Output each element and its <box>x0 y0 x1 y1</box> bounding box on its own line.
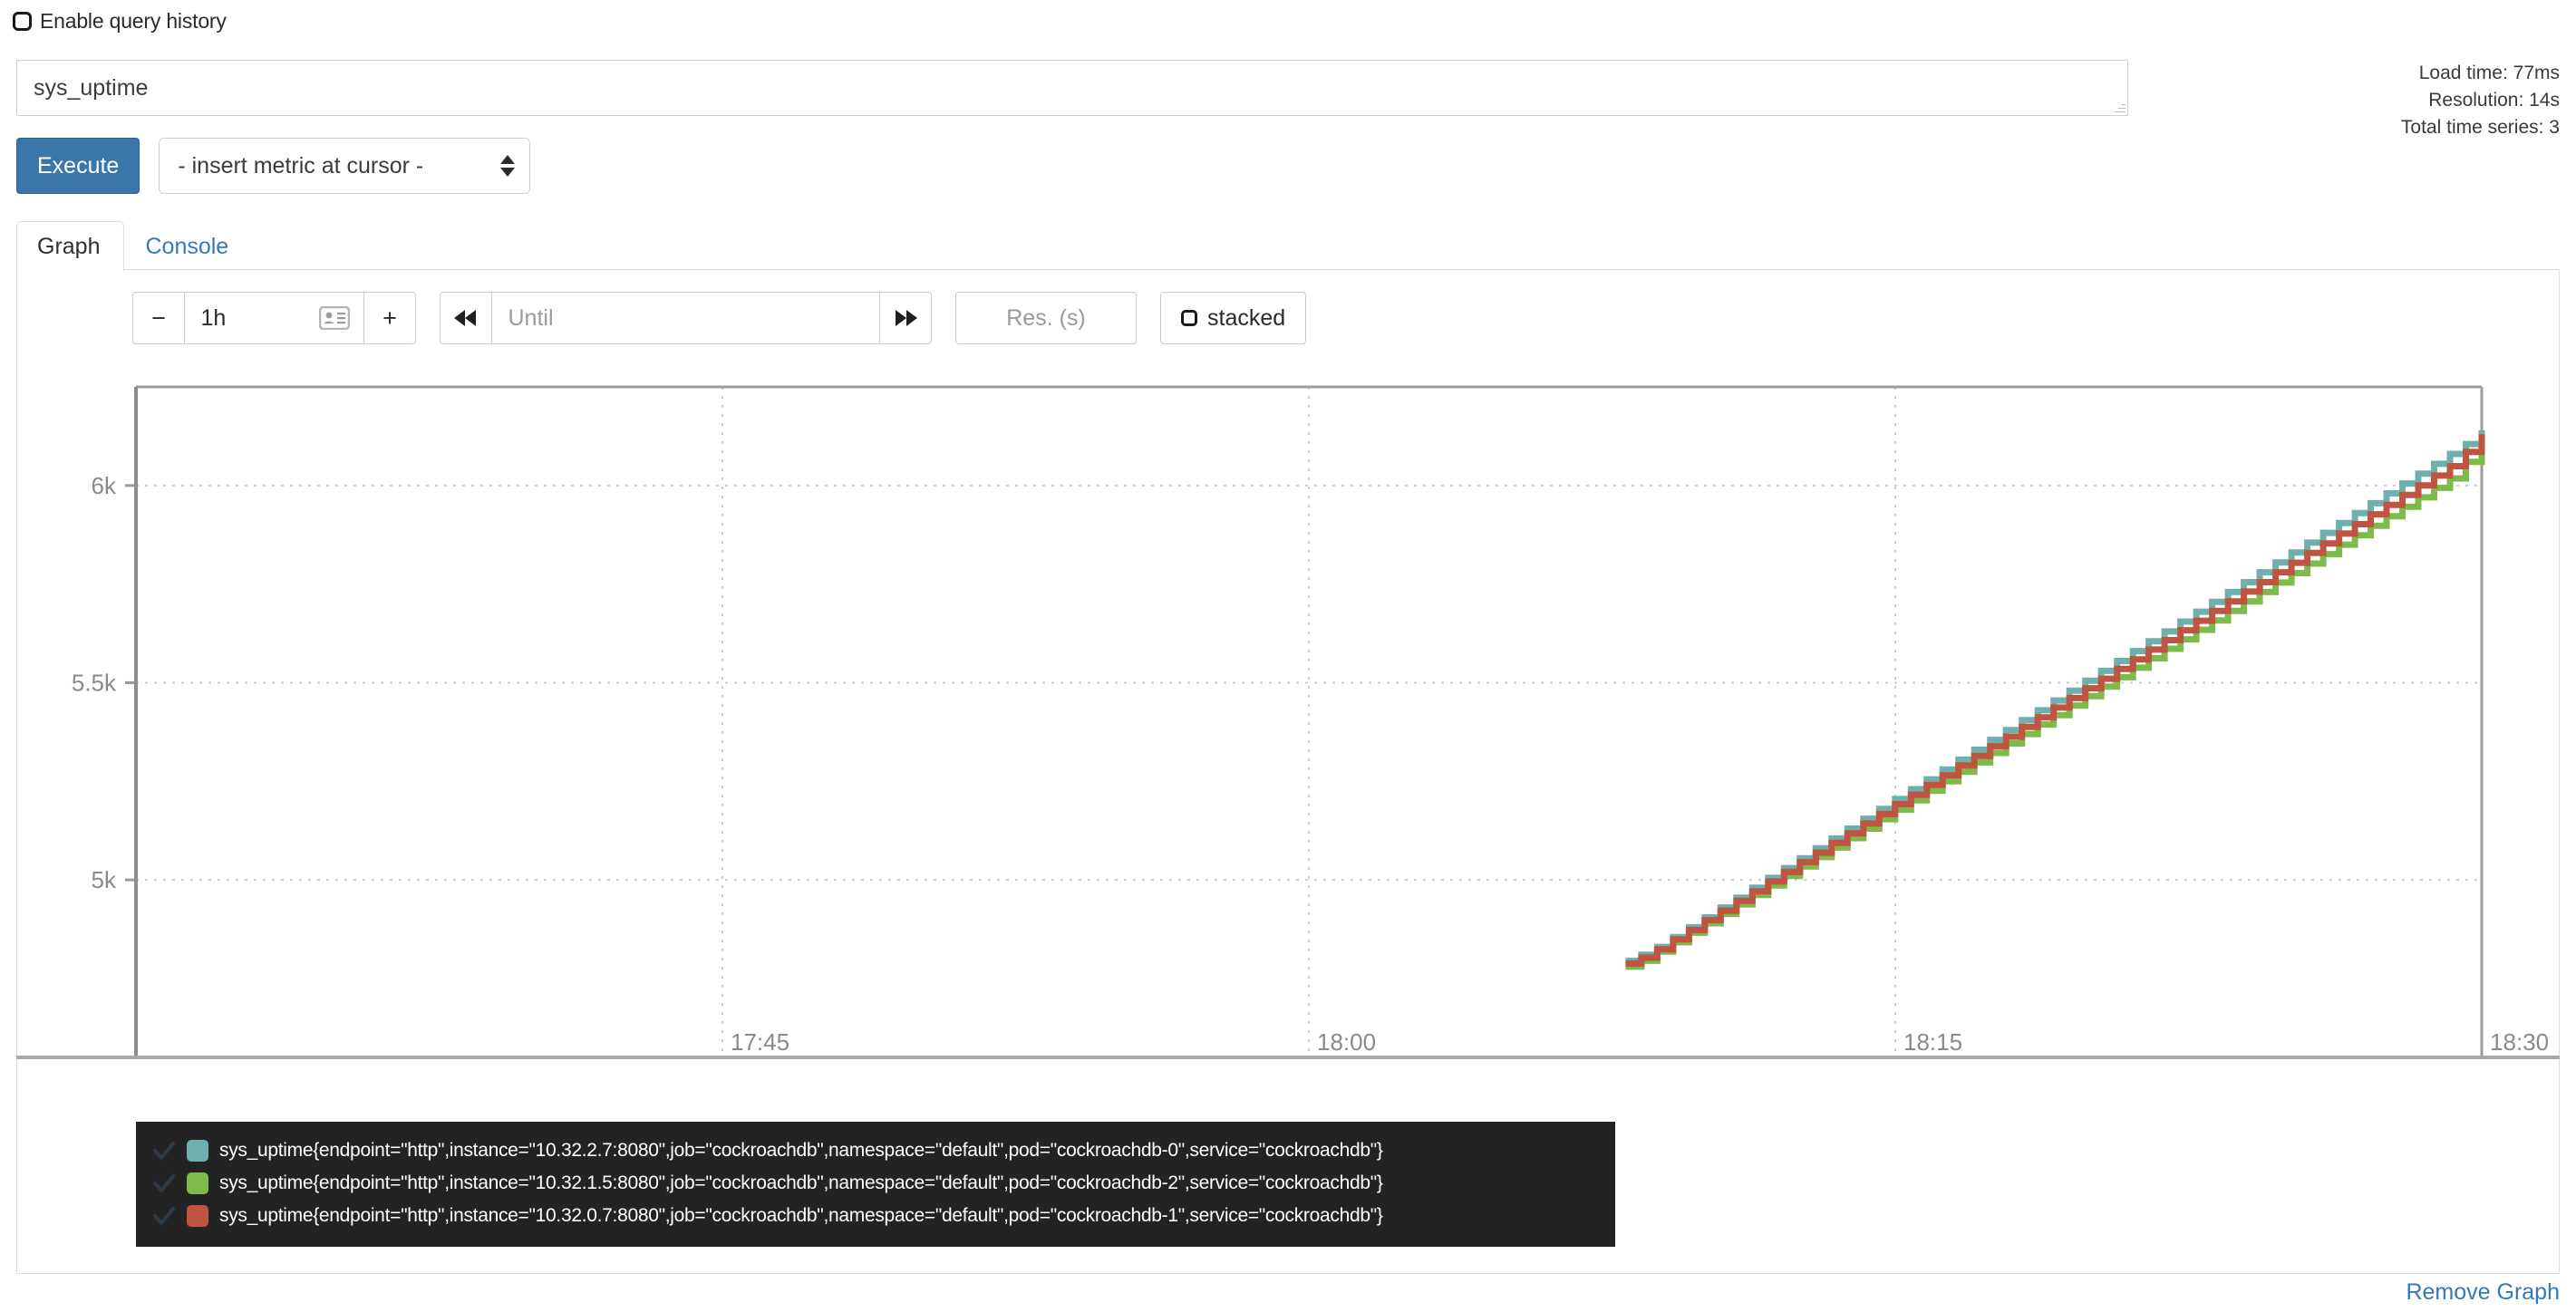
step-forward-button[interactable] <box>879 292 932 344</box>
legend-series-label: sys_uptime{endpoint="http",instance="10.… <box>219 1172 1383 1193</box>
legend-color-swatch <box>187 1140 208 1162</box>
execute-row: Execute - insert metric at cursor - <box>16 138 531 194</box>
legend-series-label: sys_uptime{endpoint="http",instance="10.… <box>219 1205 1383 1226</box>
forward-icon <box>896 310 917 326</box>
resolution-text: Resolution: 14s <box>2428 90 2560 111</box>
chevron-updown-icon <box>500 155 516 177</box>
until-input[interactable]: Until <box>490 292 881 344</box>
chart-svg[interactable]: 5k 5.5k 6k 17:45 18:00 18:15 18:30 <box>16 376 2560 1110</box>
until-placeholder: Until <box>508 304 554 331</box>
x-tick-label: 18:30 <box>2490 1028 2549 1056</box>
y-tick-label: 5.5k <box>72 669 117 696</box>
tab-graph[interactable]: Graph <box>16 220 125 271</box>
enable-query-history-checkbox[interactable] <box>13 12 32 31</box>
backward-icon <box>454 310 476 326</box>
step-backward-button[interactable] <box>440 292 492 344</box>
x-tick-label: 18:15 <box>1903 1028 1962 1056</box>
y-tick-label: 5k <box>92 866 117 893</box>
stacked-label: stacked <box>1207 304 1286 331</box>
stacked-toggle[interactable]: stacked <box>1160 292 1307 344</box>
graph-panel <box>16 270 2560 1274</box>
time-navigation-group: Until <box>440 292 932 344</box>
legend-item[interactable]: sys_uptime{endpoint="http",instance="10.… <box>152 1200 1593 1232</box>
y-tick-label: 6k <box>92 472 117 499</box>
graph-controls: − 1h + <box>132 292 1307 344</box>
total-time-series-text: Total time series: 3 <box>2400 117 2560 138</box>
legend-item[interactable]: sys_uptime{endpoint="http",instance="10.… <box>152 1134 1593 1167</box>
expression-input-wrapper[interactable] <box>16 60 2128 116</box>
decrease-range-button[interactable]: − <box>132 292 185 344</box>
legend-color-swatch <box>187 1172 208 1194</box>
legend-check-icon[interactable] <box>152 1139 176 1162</box>
vcard-list-icon[interactable] <box>318 305 350 331</box>
x-tick-label: 17:45 <box>731 1028 789 1056</box>
legend-check-icon[interactable] <box>152 1204 176 1228</box>
query-stats: Load time: 77ms Resolution: 14s Total ti… <box>2401 60 2560 141</box>
graph-chart[interactable]: 5k 5.5k 6k 17:45 18:00 18:15 18:30 <box>16 376 2560 1110</box>
chart-series-line-2 <box>1625 434 2485 967</box>
tab-console[interactable]: Console <box>145 233 229 259</box>
legend-item[interactable]: sys_uptime{endpoint="http",instance="10.… <box>152 1167 1593 1200</box>
chart-legend: sys_uptime{endpoint="http",instance="10.… <box>136 1122 1615 1247</box>
remove-graph-link[interactable]: Remove Graph <box>2406 1279 2560 1305</box>
resolution-input[interactable]: Res. (s) <box>955 292 1137 344</box>
range-input-value: 1h <box>200 304 227 331</box>
resolution-placeholder: Res. (s) <box>1006 304 1086 331</box>
chart-series-line-0 <box>1625 429 2485 964</box>
expression-input[interactable] <box>16 60 2128 116</box>
x-tick-label: 18:00 <box>1317 1028 1376 1056</box>
range-input[interactable]: 1h <box>183 292 365 344</box>
stacked-checkbox[interactable] <box>1181 310 1197 326</box>
legend-check-icon[interactable] <box>152 1172 176 1195</box>
load-time-text: Load time: 77ms <box>2418 63 2560 83</box>
insert-metric-select[interactable]: - insert metric at cursor - <box>159 138 531 194</box>
legend-color-swatch <box>187 1205 208 1227</box>
enable-query-history-row[interactable]: Enable query history <box>13 9 227 34</box>
increase-range-button[interactable]: + <box>363 292 416 344</box>
legend-series-label: sys_uptime{endpoint="http",instance="10.… <box>219 1140 1383 1161</box>
enable-query-history-label: Enable query history <box>40 9 227 33</box>
execute-button[interactable]: Execute <box>16 138 140 194</box>
range-control-group: − 1h + <box>132 292 416 344</box>
insert-metric-select-value: - insert metric at cursor - <box>178 152 424 178</box>
view-tabs: Graph Console <box>16 217 2560 271</box>
